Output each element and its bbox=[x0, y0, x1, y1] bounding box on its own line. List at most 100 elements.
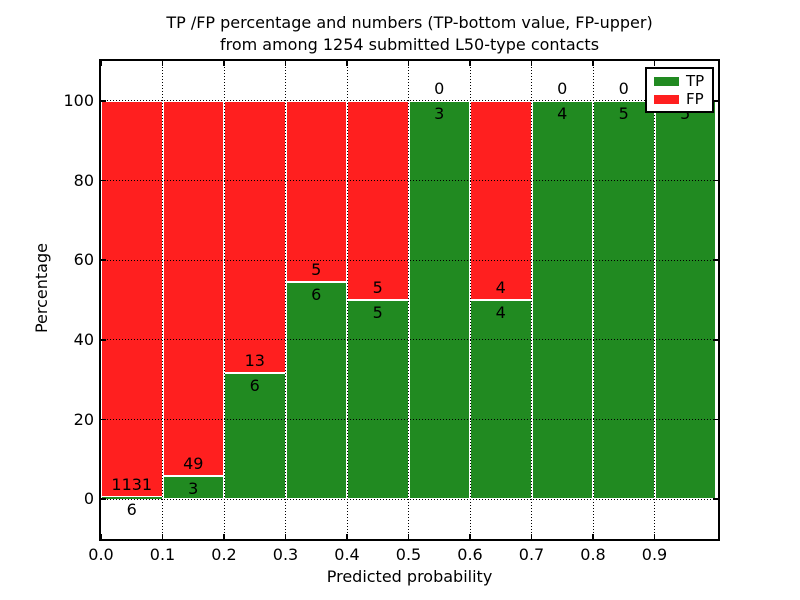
x-tick-mark bbox=[223, 534, 225, 539]
fp-color-swatch bbox=[654, 94, 679, 104]
x-tick-label: 0.6 bbox=[457, 545, 483, 564]
y-tick-mark bbox=[713, 179, 718, 182]
fp-count-label: 0 bbox=[434, 78, 445, 98]
bar-segment-tp bbox=[531, 100, 593, 500]
x-tick-label: 0.1 bbox=[149, 545, 176, 564]
legend-label-fp: FP bbox=[686, 90, 704, 108]
tp-count-label: 6 bbox=[126, 500, 137, 520]
legend: TP FP bbox=[645, 67, 714, 113]
gridline-x bbox=[469, 61, 471, 539]
bar-segment-tp bbox=[408, 100, 470, 500]
x-tick-mark bbox=[100, 534, 102, 539]
x-tick-mark bbox=[161, 534, 164, 539]
bar-segment-fp bbox=[470, 100, 532, 300]
gridline-y bbox=[101, 498, 718, 500]
tp-count-label: 5 bbox=[618, 103, 629, 123]
y-tick-label: 0 bbox=[83, 489, 94, 509]
bar-segment-tp bbox=[470, 300, 532, 500]
x-tick-label: 0.8 bbox=[580, 545, 606, 564]
x-tick-label: 0.5 bbox=[395, 545, 422, 564]
x-tick-mark bbox=[346, 534, 348, 539]
x-tick-mark bbox=[346, 61, 348, 66]
y-tick-mark bbox=[713, 418, 718, 421]
fp-count-label: 0 bbox=[618, 78, 629, 98]
y-tick-mark bbox=[713, 100, 718, 102]
fp-count-label: 4 bbox=[495, 278, 506, 297]
bar-segment-tp bbox=[654, 100, 716, 500]
tp-count-label: 5 bbox=[680, 103, 691, 123]
x-tick-mark bbox=[653, 61, 656, 66]
y-tick-mark bbox=[101, 339, 106, 341]
y-tick-mark bbox=[101, 498, 106, 500]
x-tick-mark bbox=[223, 61, 225, 66]
x-tick-mark bbox=[284, 534, 287, 539]
fp-count-label: 5 bbox=[311, 259, 322, 279]
y-tick-mark bbox=[101, 179, 106, 182]
fp-count-label: 5 bbox=[372, 278, 383, 297]
bar-segment-tp bbox=[285, 281, 347, 500]
y-tick-label: 40 bbox=[73, 329, 94, 349]
x-tick-mark bbox=[469, 534, 471, 539]
x-tick-mark bbox=[653, 534, 656, 539]
x-tick-mark bbox=[284, 61, 287, 66]
gridline-y bbox=[101, 419, 718, 420]
legend-row-fp: FP bbox=[654, 91, 705, 107]
y-tick-mark bbox=[713, 339, 718, 341]
gridline-x bbox=[654, 61, 655, 539]
x-tick-mark bbox=[161, 61, 164, 66]
tp-count-label: 6 bbox=[311, 284, 322, 304]
x-tick-mark bbox=[407, 61, 410, 66]
y-tick-label: 80 bbox=[73, 170, 94, 190]
x-axis-label: Predicted probability bbox=[326, 567, 493, 586]
tp-count-label: 6 bbox=[249, 376, 260, 396]
tp-count-label: 3 bbox=[188, 479, 199, 499]
x-tick-label: 0.9 bbox=[641, 545, 668, 564]
chart-title-line2: from among 1254 submitted L50-type conta… bbox=[219, 35, 600, 54]
chart-title: TP /FP percentage and numbers (TP-bottom… bbox=[99, 12, 720, 56]
x-tick-mark bbox=[530, 534, 533, 539]
legend-row-tp: TP bbox=[654, 73, 705, 89]
y-axis-label: Percentage bbox=[32, 243, 51, 334]
bar-segment-fp bbox=[285, 100, 347, 282]
bar-segment-fp bbox=[347, 100, 409, 300]
x-tick-mark bbox=[592, 61, 594, 66]
gridline-y bbox=[101, 180, 718, 181]
x-tick-label: 0.2 bbox=[211, 545, 237, 564]
gridline-y bbox=[101, 339, 718, 341]
x-tick-label: 0.4 bbox=[334, 545, 360, 564]
bar-segment-tp bbox=[347, 300, 409, 500]
tp-count-label: 4 bbox=[557, 103, 568, 123]
bar-segment-fp bbox=[224, 100, 286, 374]
x-tick-label: 0.3 bbox=[272, 545, 299, 564]
gridline-y bbox=[101, 100, 718, 102]
x-tick-mark bbox=[100, 61, 102, 66]
tp-count-label: 3 bbox=[434, 103, 445, 123]
fp-count-label: 13 bbox=[244, 351, 265, 371]
gridline-x bbox=[592, 61, 594, 539]
gridline-x bbox=[162, 61, 163, 539]
x-tick-label: 0.7 bbox=[518, 545, 545, 564]
bar-segment-fp bbox=[101, 100, 163, 498]
x-tick-mark bbox=[407, 534, 410, 539]
y-tick-mark bbox=[101, 100, 106, 102]
x-tick-label: 0.0 bbox=[88, 545, 114, 564]
y-tick-mark bbox=[713, 259, 718, 261]
tp-count-label: 4 bbox=[495, 303, 506, 322]
gridline-x bbox=[531, 61, 532, 539]
y-tick-mark bbox=[101, 418, 106, 421]
chart-title-line1: TP /FP percentage and numbers (TP-bottom… bbox=[166, 13, 653, 32]
tp-color-swatch bbox=[654, 76, 679, 86]
fp-count-label: 0 bbox=[557, 78, 568, 98]
y-tick-mark bbox=[713, 498, 718, 500]
y-tick-label: 100 bbox=[63, 90, 94, 110]
bar-segment-tp bbox=[593, 100, 655, 500]
gridline-y bbox=[101, 259, 718, 261]
y-tick-label: 60 bbox=[73, 250, 94, 270]
legend-label-tp: TP bbox=[686, 72, 705, 90]
fp-count-label: 1131 bbox=[111, 475, 153, 495]
x-tick-mark bbox=[530, 61, 533, 66]
tp-count-label: 5 bbox=[372, 303, 383, 322]
gridline-x bbox=[285, 61, 286, 539]
gridline-x bbox=[346, 61, 348, 539]
